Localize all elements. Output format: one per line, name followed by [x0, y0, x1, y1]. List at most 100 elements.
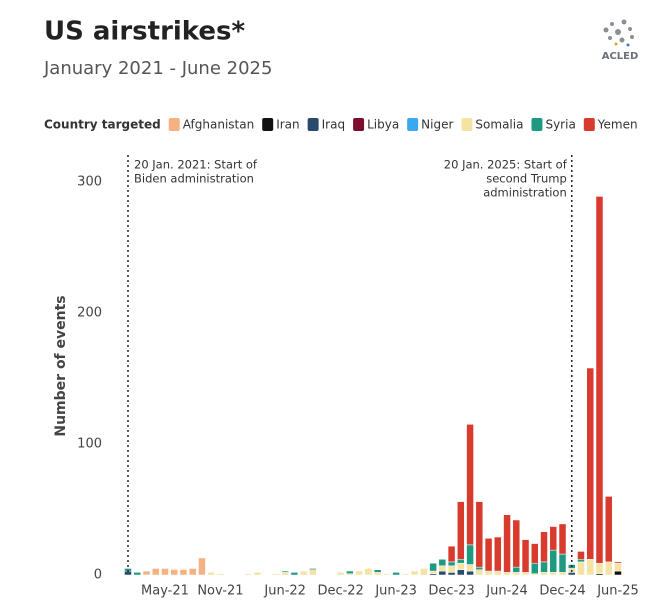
legend-label: Syria	[545, 118, 575, 132]
bar-segment	[604, 496, 613, 563]
bar-segment	[346, 570, 354, 574]
bar-segment	[309, 568, 317, 571]
bar-segment	[549, 549, 558, 573]
legend-swatch	[531, 118, 543, 131]
y-tick-label: 200	[77, 306, 102, 321]
bar-segment	[364, 568, 373, 576]
bar-segment	[614, 570, 622, 576]
legend-swatch	[262, 118, 274, 131]
bar-segment	[558, 523, 567, 555]
bar-segment	[503, 572, 511, 576]
bar-segment	[568, 572, 576, 576]
bar-segment	[466, 570, 474, 576]
bar-segment	[447, 545, 456, 563]
bar-segment	[355, 570, 363, 576]
legend-label: Iran	[276, 118, 299, 132]
legend-swatch	[461, 118, 473, 131]
bar-segment	[383, 573, 391, 576]
bar-segment	[466, 544, 474, 565]
bar-segment	[521, 539, 530, 573]
bar-segment	[457, 569, 465, 576]
bar-segment	[253, 572, 262, 576]
annotation-text: second Trump	[486, 172, 567, 186]
bar-segment	[512, 572, 521, 576]
bar-segment	[577, 559, 585, 563]
y-axis-label: Number of events	[53, 295, 69, 436]
bar-segment	[586, 559, 594, 576]
bar-segment	[614, 562, 622, 572]
logo-icon	[603, 19, 634, 47]
bar-segment	[595, 562, 604, 574]
bar-segment	[309, 569, 317, 576]
bar-segment	[503, 514, 511, 573]
bar-segment	[151, 568, 160, 576]
bar-segment	[447, 561, 456, 567]
bar-segment	[170, 569, 178, 576]
bar-segment	[401, 573, 410, 576]
bar-segment	[447, 565, 456, 573]
bar-segment	[198, 557, 206, 576]
legend-swatch	[168, 118, 180, 131]
annotation-text: 20 Jan. 2025: Start of	[444, 158, 568, 172]
legend-title: Country targeted	[44, 118, 161, 132]
bar-segment	[512, 566, 521, 573]
x-tick-label: Jun-25	[596, 584, 639, 599]
x-tick-label: Jun-23	[374, 584, 417, 599]
bar-segment	[549, 526, 558, 551]
bar-segment	[438, 565, 447, 572]
bar-segment	[494, 536, 502, 572]
bar-segment	[457, 562, 465, 571]
bar-segment	[161, 568, 169, 576]
bar-segment	[281, 570, 289, 573]
annotation-text: Biden administration	[134, 172, 254, 186]
bar-segment	[179, 568, 188, 571]
bar-segment	[447, 572, 456, 576]
legend-swatch	[307, 118, 319, 131]
bar-segment	[521, 572, 530, 576]
bar-segment	[577, 551, 585, 560]
bar-segment	[272, 573, 280, 576]
bar-segment	[392, 572, 400, 576]
bar-segment	[336, 572, 345, 576]
bar-segment	[170, 568, 178, 571]
x-tick-label: Jun-22	[263, 584, 306, 599]
bar-segment	[179, 569, 188, 576]
x-tick-label: Nov-21	[197, 584, 243, 599]
bar-segment	[429, 562, 437, 572]
chart-title: US airstrikes*	[44, 17, 246, 47]
bar-segment	[494, 570, 502, 576]
bar-segment	[373, 569, 382, 573]
bar-segment	[604, 561, 613, 576]
bar-segment	[540, 561, 548, 573]
annotation-text: administration	[483, 186, 567, 200]
bar-segment	[281, 572, 289, 576]
bar-segment	[540, 572, 548, 576]
legend-label: Iraq	[322, 118, 345, 132]
y-tick-label: 0	[94, 568, 102, 583]
bar-segment	[373, 572, 382, 576]
x-tick-label: Dec-24	[539, 584, 585, 599]
bar-segment	[420, 568, 428, 576]
bar-segment	[540, 531, 548, 563]
x-tick-label: May-21	[141, 584, 189, 599]
legend-label: Niger	[421, 118, 453, 132]
bar-segment	[299, 570, 308, 576]
bar-segment	[438, 570, 447, 576]
bar-segment	[586, 367, 594, 560]
bar-segment	[438, 559, 447, 567]
bar-segment	[466, 424, 474, 546]
logo-text: ACLED	[602, 51, 639, 62]
bar-segment	[457, 501, 465, 560]
legend-swatch	[407, 118, 419, 131]
bar-segment	[512, 519, 521, 568]
bar-segment	[429, 570, 437, 574]
bar-segment	[244, 573, 252, 576]
bar-segment	[410, 570, 419, 576]
bar-segment	[558, 553, 567, 573]
chart-subtitle: January 2021 - June 2025	[43, 58, 272, 79]
bar-segment	[290, 572, 299, 576]
bar-segment	[484, 570, 493, 576]
bar-segment	[531, 562, 539, 574]
bar-segment	[142, 570, 151, 576]
